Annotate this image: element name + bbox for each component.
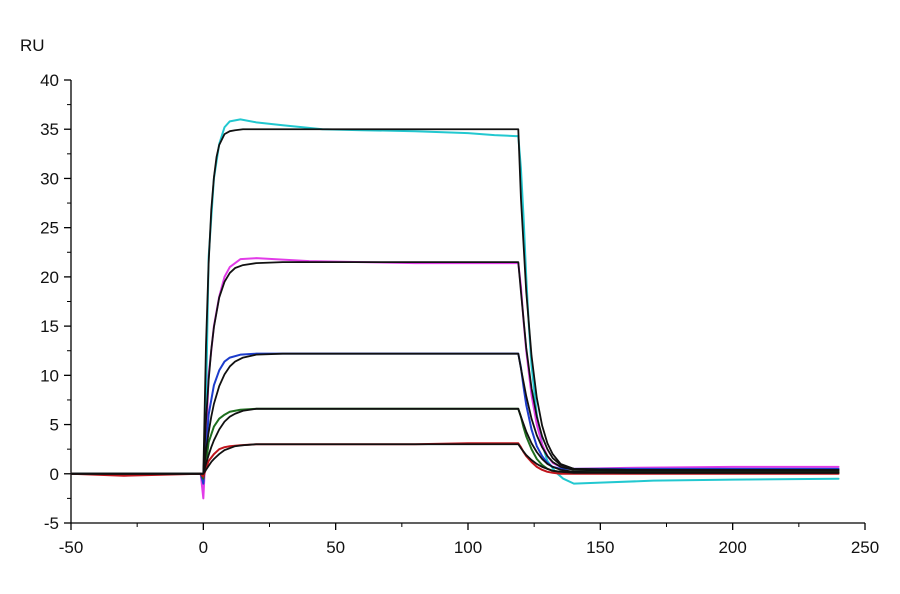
y-tick-label: 0 (50, 465, 59, 484)
y-tick-label: 5 (50, 416, 59, 435)
x-tick-label: 100 (454, 538, 482, 557)
x-tick-label: -50 (59, 538, 84, 557)
series-line-9 (70, 443, 840, 475)
y-tick-label: -5 (44, 514, 59, 533)
x-tick-label: 50 (326, 538, 345, 557)
y-tick-label: 25 (40, 219, 59, 238)
y-axis: -5 0 5 10 15 20 25 30 35 40 (40, 71, 72, 533)
series-line-0 (70, 118, 840, 490)
y-tick-label: 20 (40, 268, 59, 287)
y-tick-label: 35 (40, 120, 59, 139)
series-line-7 (70, 352, 840, 475)
x-axis: -50 0 50 100 150 200 250 (59, 522, 879, 557)
x-tick-label: 250 (851, 538, 879, 557)
series-line-1 (70, 257, 840, 500)
x-tick-label: 0 (199, 538, 208, 557)
plot-area (70, 118, 840, 500)
y-tick-label: 40 (40, 71, 59, 90)
y-tick-label: 30 (40, 169, 59, 188)
x-tick-label: 150 (586, 538, 614, 557)
y-tick-label: 10 (40, 366, 59, 385)
x-tick-label: 200 (718, 538, 746, 557)
series-line-6 (70, 261, 840, 475)
y-tick-label: 15 (40, 317, 59, 336)
y-axis-title: RU (20, 36, 45, 55)
series-line-8 (70, 407, 840, 475)
series-line-2 (70, 352, 840, 485)
series-line-5 (70, 128, 840, 475)
